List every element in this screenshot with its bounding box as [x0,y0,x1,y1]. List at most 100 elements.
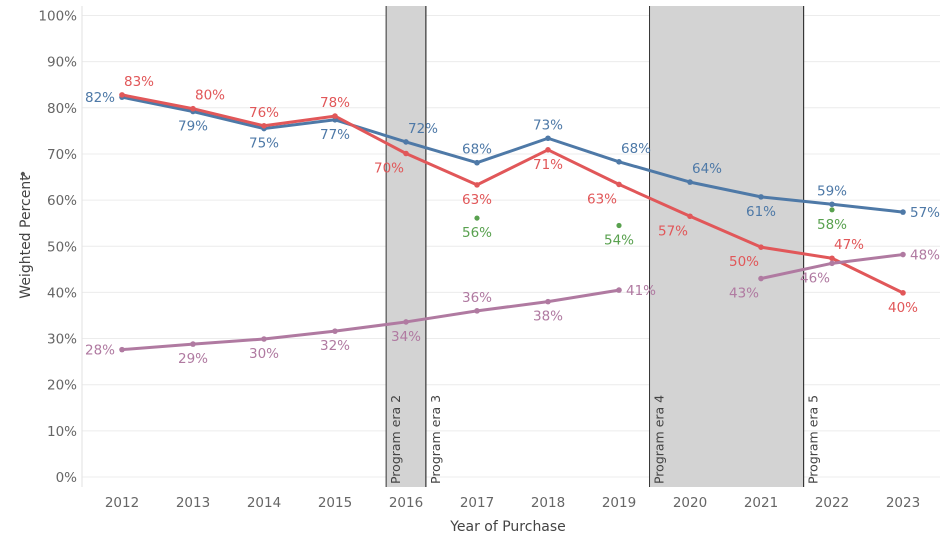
label-blue-2016: 72% [408,121,438,137]
y-tick-90: 90% [47,55,77,71]
point-blue-2016 [403,139,409,145]
point-red-2018 [545,146,551,153]
point-purple-2013 [190,341,196,347]
label-blue-2019: 68% [621,141,651,157]
label-blue-2020: 64% [692,161,722,177]
point-blue-2023 [900,209,906,215]
point-red-2014 [261,122,267,129]
label-red-2023: 40% [888,300,918,316]
x-axis-title: Year of Purchase [449,519,566,535]
x-tick-2012: 2012 [105,495,139,511]
label-purple-2018: 38% [533,309,563,325]
pin-icon [20,171,29,180]
point-green-2022 [829,207,835,213]
point-purple-2022 [829,260,835,267]
program-eras: Program era 2 Program era 3 Program era 4 P… [385,6,821,487]
label-purple-2019: 41% [626,283,656,299]
label-red-2012: 83% [124,74,154,90]
label-purple-2015: 32% [320,338,350,354]
label-blue-2023: 57% [910,205,940,221]
y-tick-40: 40% [47,285,77,301]
point-blue-2018 [545,135,551,142]
point-purple-2023 [900,251,906,258]
point-purple-2018 [545,298,551,305]
point-blue-2020 [687,179,693,185]
label-red-2014: 76% [249,105,279,121]
y-axis-title: Weighted Percent [18,175,34,299]
y-tick-100: 100% [38,9,77,25]
x-tick-2016: 2016 [389,495,423,511]
label-red-2020: 57% [658,223,688,239]
x-tick-2019: 2019 [602,495,636,511]
x-tick-2018: 2018 [531,495,565,511]
point-blue-2021 [758,194,764,200]
label-red-2022: 47% [834,237,864,253]
point-red-2017 [474,182,480,188]
label-blue-2013: 79% [178,118,208,134]
data-points [119,92,906,353]
series-lines [120,93,905,352]
line-red [120,93,905,295]
era-band-3 [649,6,804,487]
label-green-2019: 54% [604,232,634,248]
label-red-2021: 50% [729,254,759,270]
point-blue-2019 [616,158,622,165]
label-red-2015: 78% [320,95,350,111]
label-blue-2018: 73% [533,117,563,133]
label-purple-2023: 48% [910,248,940,264]
line-blue [120,95,905,214]
label-blue-2021: 61% [746,204,776,220]
label-blue-2014: 75% [249,136,279,152]
data-labels: 82% 79% 75% 77% 72% 68% 73% 68% 64% 61% 59% 57% 83% 8… [85,74,940,367]
y-tick-20: 20% [47,378,77,394]
label-blue-2017: 68% [462,142,492,158]
label-red-2017: 63% [462,192,492,208]
x-tick-2014: 2014 [247,495,281,511]
point-red-2013 [190,105,196,112]
label-purple-2017: 36% [462,290,492,306]
label-purple-2022: 46% [800,270,830,286]
point-purple-2021 [758,275,764,282]
point-red-2023 [900,290,906,296]
y-tick-50: 50% [47,239,77,255]
label-blue-2012: 82% [85,90,115,106]
label-purple-2013: 29% [178,351,208,367]
point-red-2012 [119,92,125,98]
label-purple-2016: 34% [391,329,421,345]
era-band-1 [386,6,426,487]
label-red-2016: 70% [374,160,404,176]
x-tick-2017: 2017 [460,495,494,511]
point-purple-2012 [119,346,125,353]
x-tick-2021: 2021 [744,495,778,511]
y-tick-10: 10% [47,424,77,440]
y-tick-80: 80% [47,101,77,117]
point-red-2021 [758,244,764,250]
x-tick-2022: 2022 [815,495,849,511]
label-red-2018: 71% [533,157,563,173]
point-red-2016 [403,150,409,157]
label-purple-2021: 43% [729,286,759,302]
point-purple-2017 [474,308,480,314]
y-tick-60: 60% [47,193,77,209]
y-tick-70: 70% [47,147,77,163]
label-blue-2022: 59% [817,183,847,199]
label-red-2013: 80% [195,88,225,104]
era-label-4: Program era 5 [806,395,821,484]
x-tick-2023: 2023 [886,495,920,511]
point-red-2019 [616,181,622,188]
label-green-2022: 58% [817,217,847,233]
point-purple-2014 [261,336,267,342]
x-tick-2015: 2015 [318,495,352,511]
point-red-2015 [332,113,338,119]
y-axis-ticks: 0% 10% 20% 30% 40% 50% 60% 70% 80% 90% 100% [38,9,77,487]
label-red-2019: 63% [587,191,617,207]
point-green-2017 [474,215,480,221]
label-purple-2012: 28% [85,343,115,359]
point-red-2022 [829,255,835,262]
label-purple-2014: 30% [249,346,279,362]
x-tick-2020: 2020 [673,495,707,511]
label-blue-2015: 77% [320,127,350,143]
era-label-1: Program era 2 [388,395,403,484]
point-red-2020 [687,213,693,220]
